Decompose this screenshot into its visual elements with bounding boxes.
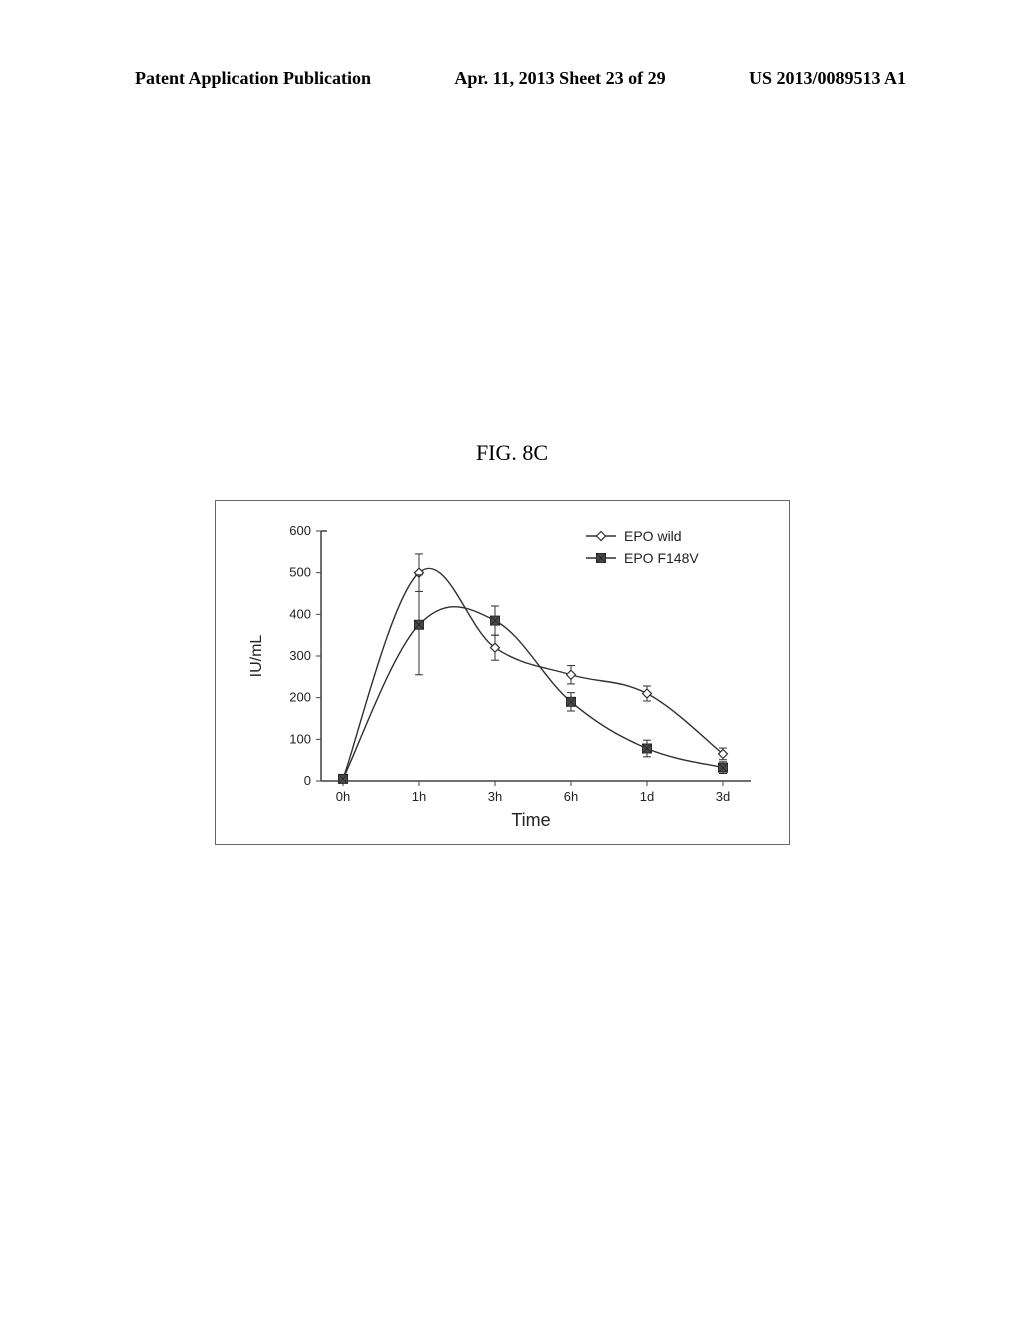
svg-text:0h: 0h <box>336 789 350 804</box>
svg-text:100: 100 <box>289 731 311 746</box>
svg-text:6h: 6h <box>564 789 578 804</box>
patent-page: Patent Application Publication Apr. 11, … <box>0 0 1024 1320</box>
chart-container: 0 100 200 300 400 500 600 0h 1h 3h 6h 1d 3d IU/mL Time… <box>215 500 790 845</box>
svg-text:200: 200 <box>289 690 311 705</box>
svg-text:EPO F148V: EPO F148V <box>624 550 699 566</box>
header-right: US 2013/0089513 A1 <box>749 68 906 89</box>
svg-text:600: 600 <box>289 523 311 538</box>
svg-text:500: 500 <box>289 565 311 580</box>
svg-text:1d: 1d <box>640 789 654 804</box>
header-left: Patent Application Publication <box>135 68 371 89</box>
header-center: Apr. 11, 2013 Sheet 23 of 29 <box>454 68 665 89</box>
svg-text:Time: Time <box>511 810 550 830</box>
svg-text:0: 0 <box>304 773 311 788</box>
page-header: Patent Application Publication Apr. 11, … <box>135 68 906 89</box>
svg-text:400: 400 <box>289 606 311 621</box>
svg-text:1h: 1h <box>412 789 426 804</box>
svg-text:3h: 3h <box>488 789 502 804</box>
svg-text:EPO wild: EPO wild <box>624 528 682 544</box>
svg-text:IU/mL: IU/mL <box>248 635 265 678</box>
svg-text:300: 300 <box>289 648 311 663</box>
svg-text:3d: 3d <box>716 789 730 804</box>
figure-caption: FIG. 8C <box>0 440 1024 466</box>
line-chart: 0 100 200 300 400 500 600 0h 1h 3h 6h 1d 3d IU/mL Time… <box>216 501 791 846</box>
